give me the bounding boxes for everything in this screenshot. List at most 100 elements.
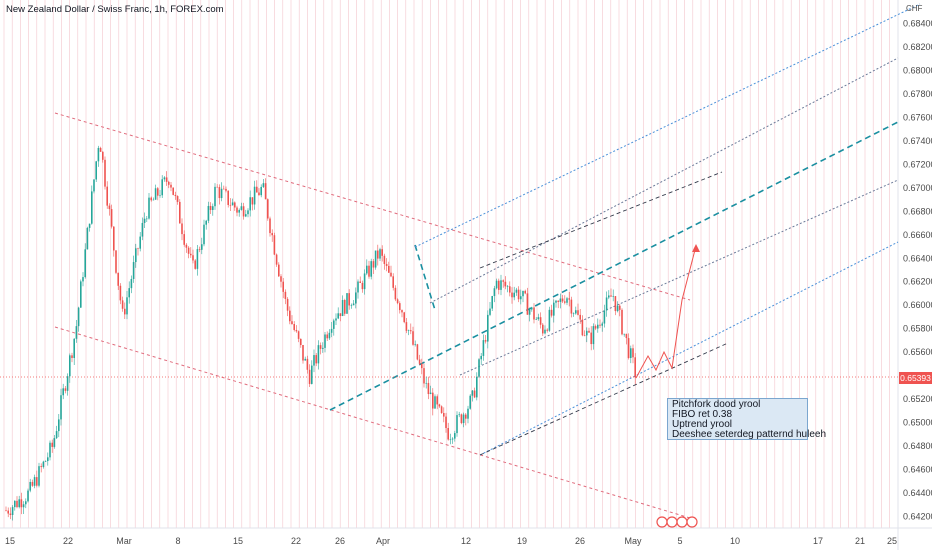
candle-body (88, 223, 91, 228)
candle-body (403, 312, 405, 323)
candle-body (500, 280, 502, 290)
candle-body (38, 466, 40, 486)
candle-body (229, 204, 232, 206)
candle-body (282, 281, 284, 292)
candle-body (564, 301, 566, 303)
candle-body (594, 326, 597, 329)
candle-body (231, 202, 234, 206)
candle-body (605, 297, 608, 311)
candle-body (515, 289, 518, 293)
candle-body (469, 395, 471, 409)
candle-body (366, 265, 368, 274)
candle-body (161, 179, 163, 196)
candle-body (64, 388, 67, 391)
candle-body (627, 338, 630, 359)
candle-body (69, 355, 71, 377)
candle-body (25, 501, 27, 505)
candle-body (616, 305, 619, 312)
candle-body (392, 276, 394, 288)
candle-body (106, 186, 108, 206)
candle-body (198, 249, 201, 250)
candle-body (465, 414, 467, 419)
candle-body (568, 298, 570, 300)
parallel-lower (479, 342, 729, 456)
candle-body (209, 205, 212, 210)
candle-body (60, 395, 62, 420)
candle-body (168, 181, 170, 185)
candle-body (249, 197, 251, 211)
candle-body (73, 338, 75, 358)
candle-body (258, 192, 260, 196)
candle-body (152, 199, 155, 201)
candle-body (394, 287, 397, 300)
candle-body (313, 355, 315, 366)
candle-body (31, 481, 34, 486)
candle-body (506, 286, 509, 287)
candle-body (570, 299, 573, 314)
candle-body (608, 295, 610, 298)
candle-body (520, 296, 522, 300)
event-marker-icon (686, 516, 698, 528)
candle-body (484, 340, 487, 342)
candle-body (220, 188, 223, 199)
x-tick-label: 26 (575, 536, 585, 546)
note-line-2: FIBO ret 0.38 (672, 409, 733, 420)
candle-body (355, 292, 357, 304)
candle-body (311, 365, 313, 384)
candle-body (348, 293, 350, 306)
candle-body (110, 209, 113, 227)
candle-body (572, 313, 575, 315)
candle-body (99, 147, 102, 152)
candle-body (322, 347, 324, 349)
candle-body (517, 289, 520, 300)
candle-body (493, 288, 496, 297)
candle-body (253, 186, 256, 205)
candle-body (80, 281, 82, 308)
fib-line-2 (429, 57, 899, 304)
x-tick-label: 15 (5, 536, 15, 546)
candle-body (36, 477, 38, 486)
candle-body (526, 293, 529, 315)
candle-body (207, 205, 210, 221)
candle-body (335, 318, 337, 321)
candle-body (242, 206, 245, 217)
channel-lower-line (54, 326, 691, 519)
annotation-note[interactable]: Pitchfork dood yrool FIBO ret 0.38 Uptre… (667, 398, 826, 440)
candle-body (172, 187, 174, 195)
candle-body (625, 333, 628, 339)
candle-body (308, 369, 311, 384)
candle-body (194, 260, 196, 269)
candle-body (436, 396, 438, 405)
x-tick-label: 22 (291, 536, 301, 546)
candle-body (176, 196, 179, 202)
candle-body (44, 461, 47, 462)
candle-body (9, 513, 12, 515)
candle-body (425, 382, 427, 384)
y-tick-label: 0.64200 (903, 511, 932, 521)
candle-body (97, 147, 100, 162)
candle-body (214, 186, 216, 207)
candle-body (621, 309, 623, 335)
candle-body (260, 186, 262, 196)
candle-body (150, 197, 152, 201)
candle-body (196, 249, 199, 269)
candle-body (295, 329, 298, 332)
note-line-3: Uptrend yrool (672, 419, 733, 430)
fib-line-top (414, 3, 921, 248)
candle-body (418, 359, 421, 364)
candle-body (192, 255, 194, 261)
candle-body (612, 296, 614, 297)
candle-body (137, 248, 139, 249)
candle-body (377, 250, 379, 259)
parallel-upper (479, 171, 723, 269)
candle-body (223, 188, 225, 190)
candle-body (559, 298, 562, 302)
